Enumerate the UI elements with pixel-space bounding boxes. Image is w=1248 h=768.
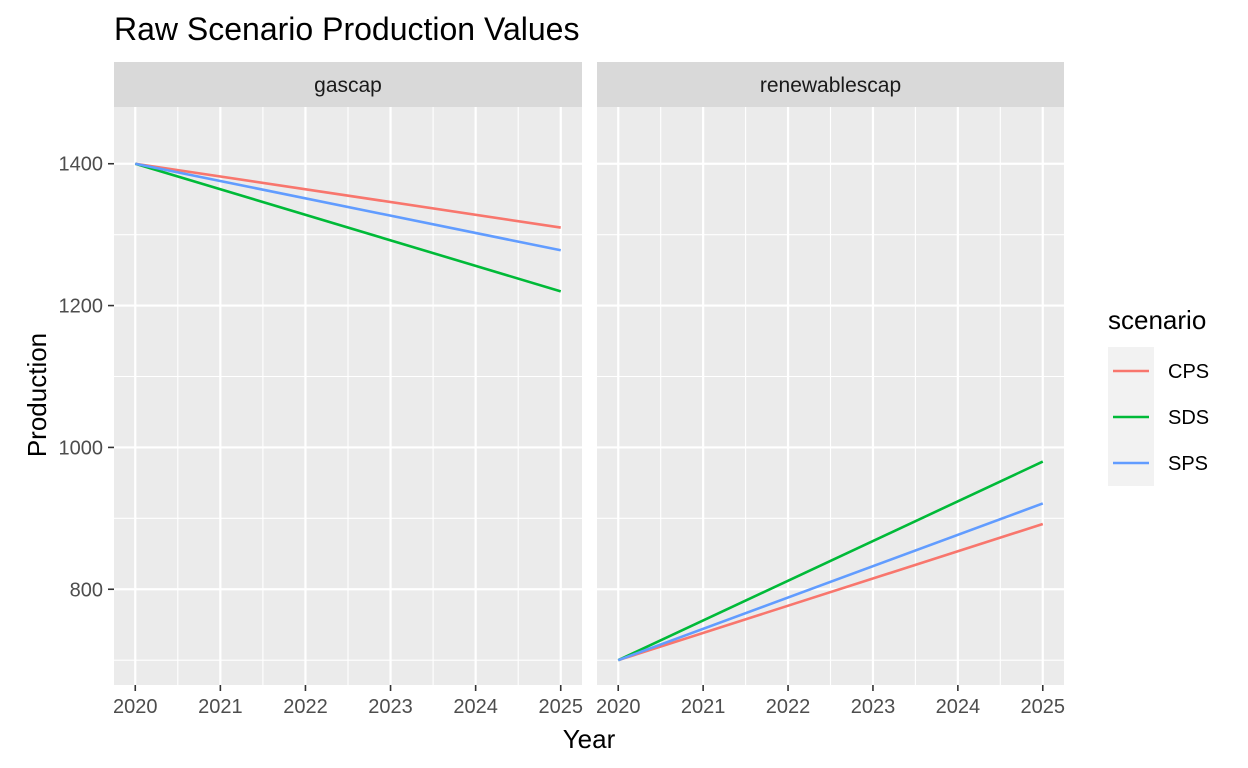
legend-label-cps: CPS: [1168, 361, 1209, 383]
x-tick-label: 2023: [851, 696, 896, 718]
x-tick-label: 2020: [113, 696, 158, 718]
y-tick-label: 1200: [59, 296, 104, 318]
y-axis-title: Production: [22, 333, 52, 457]
x-tick-label: 2024: [936, 696, 981, 718]
series-line-sds: [617, 460, 1044, 662]
x-tick-label: 2024: [453, 696, 498, 718]
legend-label-sps: SPS: [1168, 453, 1208, 475]
facet-panels: gascap 2020 2021 2022 2023 2024 2025 800 1000 120…: [59, 62, 1065, 718]
x-tick-label: 2021: [681, 696, 726, 718]
x-tick-label: 2023: [368, 696, 413, 718]
strip-label: gascap: [314, 74, 382, 97]
x-tick-label: 2025: [538, 696, 583, 718]
series-line-cps: [135, 162, 561, 229]
series-line-sps: [135, 162, 561, 252]
x-tick-label: 2022: [283, 696, 328, 718]
x-axis-title: Year: [563, 724, 616, 754]
legend-label-sds: SDS: [1168, 407, 1209, 429]
strip-label: renewablescap: [760, 74, 901, 97]
x-tick-label: 2021: [198, 696, 243, 718]
legend: scenario CPS SDS SPS: [1108, 305, 1209, 486]
series-line-sps: [617, 502, 1044, 662]
panel-gascap: gascap 2020 2021 2022 2023 2024 2025 800 1000 120…: [59, 62, 583, 718]
series-line-cps: [617, 522, 1044, 662]
y-tick-label: 1000: [59, 437, 104, 459]
x-tick-label: 2020: [596, 696, 641, 718]
y-tick-label: 1400: [59, 154, 104, 176]
strip-background: [114, 62, 582, 107]
y-tick-label: 800: [70, 579, 103, 601]
strip-background: [597, 62, 1064, 107]
panel-renewablescap: renewablescap 2020 2021 2022 2023 2024 2025: [596, 62, 1065, 718]
x-tick-label: 2025: [1021, 696, 1066, 718]
x-tick-label: 2022: [766, 696, 811, 718]
legend-title: scenario: [1108, 305, 1206, 335]
series-line-sds: [134, 162, 562, 293]
chart-title: Raw Scenario Production Values: [114, 11, 579, 47]
